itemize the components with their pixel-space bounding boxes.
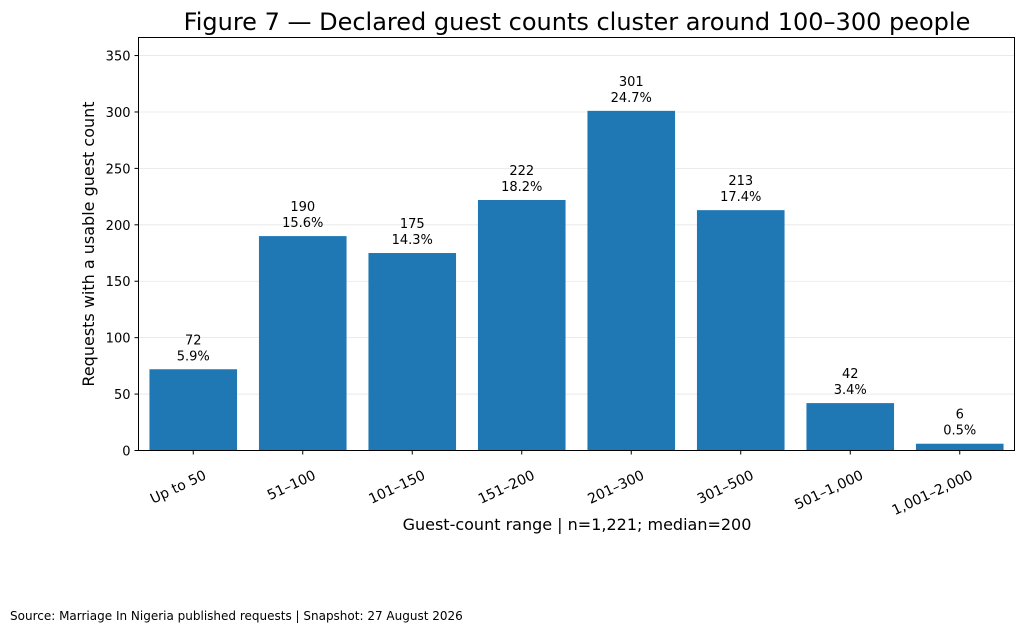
y-tick-label: 100 [106, 332, 131, 347]
x-tick-label: 501–1,000 [792, 468, 866, 514]
x-tick-label: 1,001–2,000 [890, 468, 976, 519]
bar-value-label: 301 [619, 75, 644, 90]
x-tick-label: 301–500 [695, 468, 757, 508]
x-tick-label: 201–300 [585, 468, 647, 508]
y-tick-label: 250 [106, 162, 131, 177]
bar-percent-label: 17.4% [720, 190, 761, 205]
bar-percent-label: 14.3% [392, 233, 433, 248]
bar-percent-label: 15.6% [282, 216, 323, 231]
bar [258, 236, 347, 451]
x-tick-label: Up to 50 [148, 468, 209, 508]
bar [696, 210, 785, 451]
x-tick-label: 101–150 [366, 468, 428, 508]
source-note: Source: Marriage In Nigeria published re… [10, 609, 463, 623]
bar-value-label: 72 [185, 333, 202, 348]
bar-percent-label: 18.2% [501, 180, 542, 195]
bar [587, 110, 676, 451]
x-tick-label: 51–100 [265, 468, 318, 504]
y-axis: 0 50 100 150 200 250 300 350 [106, 50, 139, 460]
bar-value-label: 213 [728, 174, 753, 189]
bar-value-label: 222 [509, 164, 534, 179]
plot-frame [138, 37, 1015, 451]
y-tick-label: 350 [106, 50, 131, 65]
chart-title: Figure 7 — Declared guest counts cluster… [184, 8, 971, 36]
bar [806, 403, 895, 451]
y-tick-label: 300 [106, 106, 131, 121]
y-tick-label: 0 [122, 445, 130, 460]
bar-value-label: 175 [400, 217, 425, 232]
bar-percent-label: 0.5% [943, 424, 976, 439]
x-tick-label: 151–200 [476, 468, 538, 508]
bar [477, 199, 566, 451]
bars [149, 110, 1004, 451]
bar-value-label: 6 [956, 408, 964, 423]
bar [368, 253, 457, 451]
bar [149, 369, 238, 451]
y-tick-label: 50 [114, 388, 131, 403]
bar [915, 443, 1004, 451]
x-axis-label: Guest-count range | n=1,221; median=200 [403, 515, 752, 534]
bar-value-label: 42 [842, 367, 859, 382]
x-axis: Up to 50 51–100 101–150 151–200 201–300 301–5… [148, 450, 976, 519]
bar-percent-label: 24.7% [611, 91, 652, 106]
bar-percent-label: 3.4% [834, 383, 867, 398]
y-axis-label: Requests with a usable guest count [79, 101, 98, 386]
bar-value-label: 190 [290, 200, 315, 215]
y-tick-label: 150 [106, 275, 131, 290]
bar-percent-label: 5.9% [177, 349, 210, 364]
y-tick-label: 200 [106, 219, 131, 234]
